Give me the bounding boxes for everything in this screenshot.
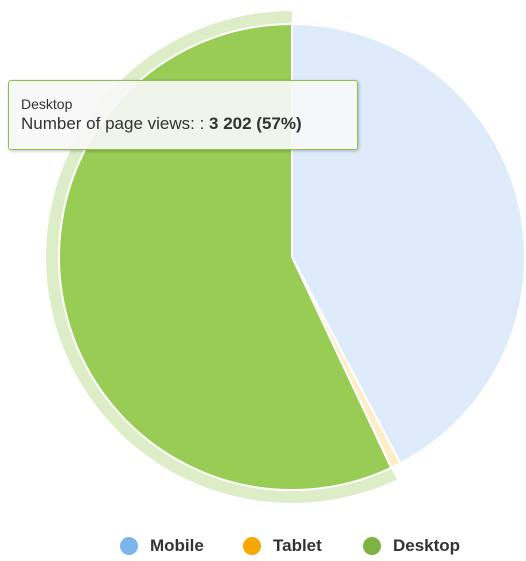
legend-item-mobile[interactable]: Mobile <box>120 532 204 560</box>
tooltip-value: 3 202 (57%) <box>209 114 302 133</box>
legend-marker-tablet <box>243 537 261 555</box>
legend-marker-desktop <box>363 537 381 555</box>
tooltip-title: Desktop <box>21 96 73 112</box>
legend-marker-mobile <box>120 537 138 555</box>
chart-legend: Mobile Tablet Desktop <box>0 532 526 560</box>
legend-item-tablet[interactable]: Tablet <box>243 532 322 560</box>
chart-tooltip: Desktop Number of page views: : 3 202 (5… <box>8 80 358 150</box>
tooltip-series-label: Number of page views: : <box>21 114 205 133</box>
legend-item-desktop[interactable]: Desktop <box>363 532 460 560</box>
tooltip-line: Number of page views: : 3 202 (57%) <box>21 113 347 135</box>
legend-label-desktop: Desktop <box>393 536 461 555</box>
legend-label-mobile: Mobile <box>150 536 204 555</box>
legend-label-tablet: Tablet <box>273 536 322 555</box>
